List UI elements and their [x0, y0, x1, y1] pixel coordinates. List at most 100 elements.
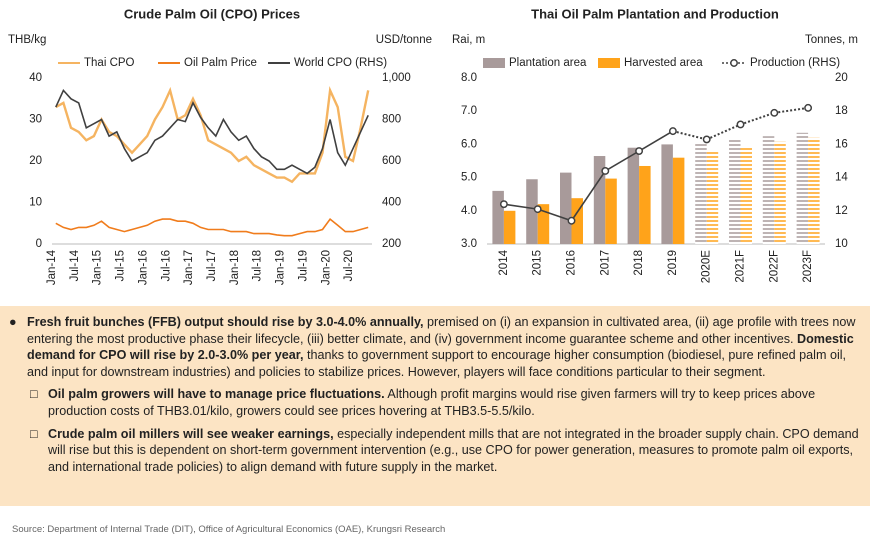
- y2-tick-label: 16: [835, 138, 848, 150]
- line-marker: [668, 127, 677, 136]
- line-segment: [503, 203, 538, 210]
- bar: [774, 141, 786, 244]
- bar: [762, 136, 775, 244]
- bold-text: Fresh fruit bunches (FFB) output should …: [27, 315, 424, 329]
- x-tick-label: 2018: [633, 250, 645, 276]
- bullet-mark: □: [30, 426, 38, 441]
- legend-marker: [730, 59, 738, 67]
- bar: [526, 179, 538, 244]
- x-tick-label: Jul-17: [206, 250, 218, 281]
- y-tick-label: 20: [29, 155, 42, 167]
- line-segment: [537, 208, 572, 222]
- bold-text: Crude palm oil millers will see weaker e…: [48, 426, 334, 441]
- bar: [560, 172, 572, 244]
- y-axis-label: Rai, m: [452, 34, 485, 46]
- body-text: Although profit margins would rise given…: [48, 387, 816, 418]
- x-tick-label: Jan-14: [46, 249, 58, 285]
- x-tick-label: Jul-20: [343, 250, 355, 281]
- x-tick-label: Jan-17: [183, 250, 195, 285]
- line-marker: [601, 167, 610, 175]
- legend-label: Plantation area: [509, 57, 587, 69]
- line-marker: [533, 205, 542, 214]
- line-segment: [570, 170, 606, 222]
- x-tick-label: Jan-15: [92, 250, 104, 285]
- legend-label: Harvested area: [624, 57, 703, 69]
- y-tick-label: 3.0: [461, 238, 477, 250]
- x-tick-label: Jul-19: [297, 250, 309, 281]
- line-segment: [740, 111, 775, 126]
- x-tick-label: 2023F: [802, 250, 814, 283]
- body-text: especially independent mills that are no…: [48, 426, 859, 474]
- y2-tick-label: 800: [382, 114, 401, 126]
- line-segment: [774, 106, 809, 114]
- y-tick-label: 5.0: [461, 172, 477, 184]
- chart-title: Crude Palm Oil (CPO) Prices: [124, 6, 300, 21]
- x-tick-label: 2015: [532, 250, 544, 276]
- y2-tick-label: 20: [835, 72, 848, 84]
- y2-tick-label: 200: [382, 238, 401, 250]
- y-tick-label: 0: [36, 238, 42, 250]
- y2-tick-label: 1,000: [382, 72, 411, 84]
- y-tick-label: 8.0: [461, 72, 477, 84]
- bar: [627, 147, 640, 244]
- y-tick-label: 6.0: [461, 138, 477, 150]
- bar: [740, 146, 752, 244]
- sub-bullet: □ Oil palm growers will have to manage pr…: [0, 386, 860, 419]
- x-tick-label: 2021F: [735, 250, 747, 283]
- line-marker: [499, 200, 508, 209]
- x-tick-label: 2016: [566, 250, 578, 276]
- line-series: [55, 86, 370, 184]
- bold-text: Domestic demand for CPO will rise by 2.0…: [27, 331, 854, 363]
- bar: [605, 178, 617, 244]
- legend-swatch: [598, 58, 620, 68]
- line-marker: [770, 108, 779, 117]
- bar: [593, 156, 606, 244]
- line-marker: [635, 147, 644, 155]
- charts: Crude Palm Oil (CPO) Prices THB/kg USD/ton…: [8, 6, 858, 285]
- bar: [796, 132, 809, 244]
- bar: [661, 144, 673, 244]
- bullet-mark: ●: [9, 315, 17, 329]
- y-tick-label: 7.0: [461, 105, 477, 117]
- x-tick-label: Jul-15: [115, 250, 127, 281]
- bar: [808, 137, 820, 244]
- chart-title: Thai Oil Palm Plantation and Production: [531, 6, 779, 21]
- bar: [672, 157, 685, 244]
- body-text: thanks to government support to encourag…: [27, 348, 847, 379]
- main-bullet: ● Fresh fruit bunches (FFB) output should…: [0, 314, 860, 380]
- bar: [639, 165, 651, 244]
- source: Source: Department of Internal Trade (DI…: [12, 524, 446, 535]
- sub-bullet: □ Crude palm oil millers will see weaker …: [0, 426, 860, 476]
- bar: [537, 204, 550, 244]
- bar: [492, 190, 504, 244]
- bar: [729, 139, 741, 244]
- legend-label: Oil Palm Price: [184, 57, 257, 69]
- y2-axis-label: Tonnes, m: [805, 34, 858, 46]
- bar: [706, 150, 719, 244]
- x-tick-label: Jan-20: [320, 250, 332, 285]
- y2-tick-label: 400: [382, 197, 401, 209]
- line-marker: [804, 103, 813, 112]
- x-tick-label: 2022F: [768, 250, 780, 283]
- line-segment: [672, 130, 707, 141]
- y2-tick-label: 10: [835, 238, 848, 250]
- y-tick-label: 30: [29, 114, 42, 126]
- y-tick-label: 10: [29, 197, 42, 209]
- legend-label: World CPO (RHS): [294, 57, 387, 69]
- x-tick-label: Jul-14: [69, 249, 81, 281]
- body-text: premised on (i) an expansion in cultivat…: [27, 315, 856, 346]
- line-marker: [736, 120, 745, 129]
- y2-tick-label: 18: [835, 105, 848, 117]
- y2-tick-label: 12: [835, 205, 848, 217]
- y-tick-label: 40: [29, 72, 42, 84]
- bold-text: Oil palm growers will have to manage pri…: [48, 387, 385, 402]
- bar: [503, 210, 516, 244]
- x-tick-label: Jan-19: [275, 250, 287, 285]
- x-tick-label: 2019: [667, 250, 679, 276]
- x-tick-label: 2020E: [701, 250, 713, 284]
- x-tick-label: Jan-18: [229, 250, 241, 285]
- x-tick-label: 2017: [599, 250, 611, 276]
- y2-tick-label: 14: [835, 172, 848, 184]
- line-segment: [706, 123, 741, 141]
- line-segment: [604, 150, 640, 172]
